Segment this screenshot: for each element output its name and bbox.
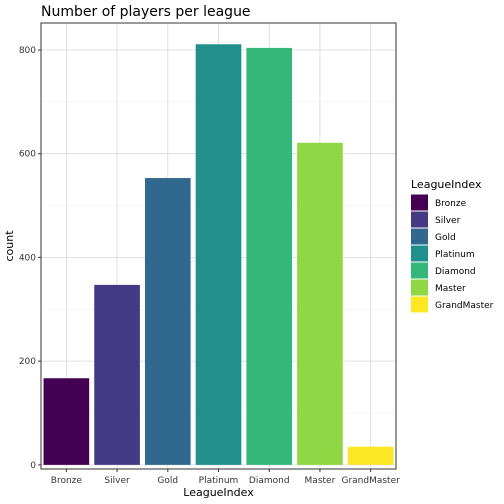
bar-gold	[144, 178, 191, 465]
x-tick-label: GrandMaster	[341, 476, 400, 486]
y-tick-label: 400	[19, 253, 36, 263]
legend-title: LeagueIndex	[411, 178, 482, 191]
bar-bronze	[43, 378, 90, 465]
bars	[43, 44, 394, 465]
x-tick-label: Bronze	[51, 476, 83, 486]
legend-key-gold	[411, 228, 428, 245]
chart-title: Number of players per league	[41, 4, 251, 20]
bar-platinum	[195, 44, 242, 465]
legend-label: Silver	[435, 216, 461, 226]
y-axis: 0 200 400 600 800	[19, 46, 41, 471]
legend-label: GrandMaster	[435, 301, 494, 311]
x-tick-label: Gold	[157, 476, 178, 486]
bar-master	[297, 142, 343, 465]
plot-area	[40, 22, 397, 470]
legend-label: Bronze	[435, 199, 467, 209]
bar-silver	[94, 284, 140, 465]
legend-label: Platinum	[435, 250, 475, 260]
bar-grandmaster	[347, 446, 394, 465]
y-tick-label: 0	[30, 461, 36, 471]
legend-key-master	[411, 279, 428, 296]
legend-key-diamond	[411, 262, 428, 279]
x-tick-label: Diamond	[249, 476, 290, 486]
legend-label: Gold	[435, 233, 456, 243]
y-tick-label: 600	[19, 150, 36, 160]
legend-label: Master	[435, 284, 466, 294]
x-tick-label: Platinum	[199, 476, 239, 486]
x-axis-title: LeagueIndex	[183, 486, 254, 499]
legend-key-bronze	[411, 194, 428, 211]
legend-key-silver	[411, 211, 428, 228]
legend-label: Diamond	[435, 267, 476, 277]
x-tick-label: Master	[305, 476, 336, 486]
legend-key-platinum	[411, 245, 428, 262]
legend-key-grandmaster	[411, 296, 428, 313]
legend-items: Bronze Silver Gold Platinum Diamond Master Gra…	[411, 194, 494, 313]
x-axis: Bronze Silver Gold Platinum Diamond Master Gra…	[51, 469, 400, 486]
x-tick-label: Silver	[104, 476, 130, 486]
y-axis-title: count	[3, 230, 16, 262]
y-tick-label: 200	[19, 357, 36, 367]
bar-diamond	[246, 47, 293, 465]
legend: LeagueIndex Bronze Silver Gold Platinum Diam…	[411, 178, 494, 313]
y-tick-label: 800	[19, 46, 36, 56]
